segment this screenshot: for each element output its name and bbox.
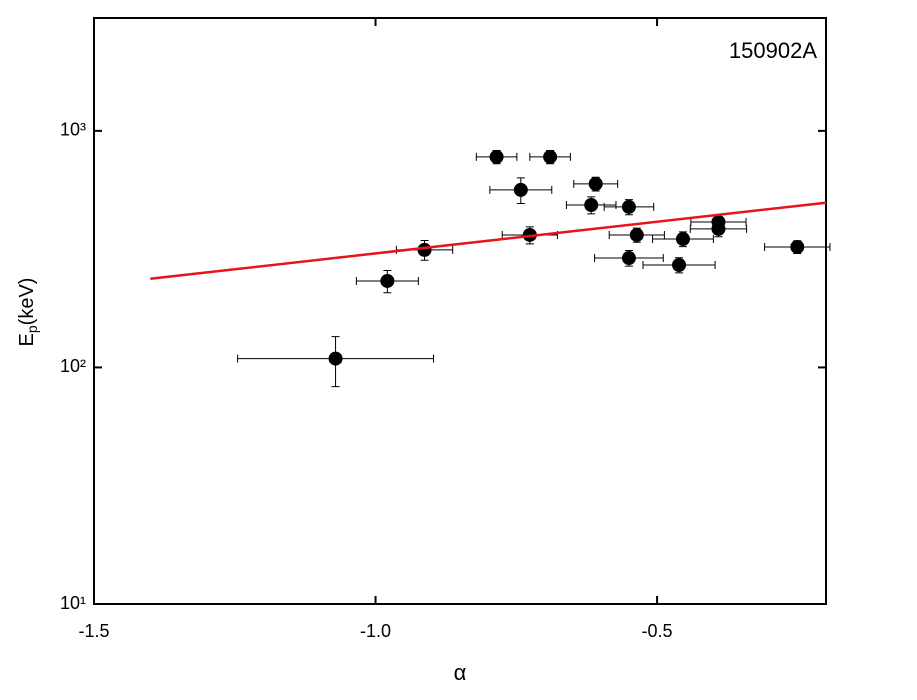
data-point: [675, 232, 690, 247]
y-axis-label: Ep(keV): [16, 278, 39, 347]
plot-frame: [93, 17, 827, 605]
data-point: [513, 182, 528, 197]
x-axis-label: α: [454, 660, 467, 685]
y-tick-label: 10³: [60, 120, 86, 140]
y-label-main: E: [16, 333, 38, 346]
x-tick-label: -1.5: [78, 621, 109, 641]
y-label-sub: p: [24, 325, 40, 333]
data-point: [621, 251, 636, 266]
data-point: [621, 199, 636, 214]
data-point: [417, 242, 432, 257]
data-point: [588, 176, 603, 191]
data-point: [711, 221, 726, 236]
annotation: 150902A: [729, 38, 817, 63]
data-point: [489, 149, 504, 164]
y-tick-label: 10²: [60, 356, 86, 376]
data-point: [672, 258, 687, 273]
data-point: [543, 149, 558, 164]
data-point: [790, 239, 805, 254]
data-point: [584, 198, 599, 213]
y-label-unit: (keV): [16, 278, 38, 326]
data-point: [328, 351, 343, 366]
data-point: [380, 273, 395, 288]
x-tick-label: -0.5: [642, 621, 673, 641]
y-tick-label: 10¹: [60, 593, 86, 613]
x-tick-label: -1.0: [360, 621, 391, 641]
data-point: [629, 227, 644, 242]
fit-line: [150, 201, 827, 281]
